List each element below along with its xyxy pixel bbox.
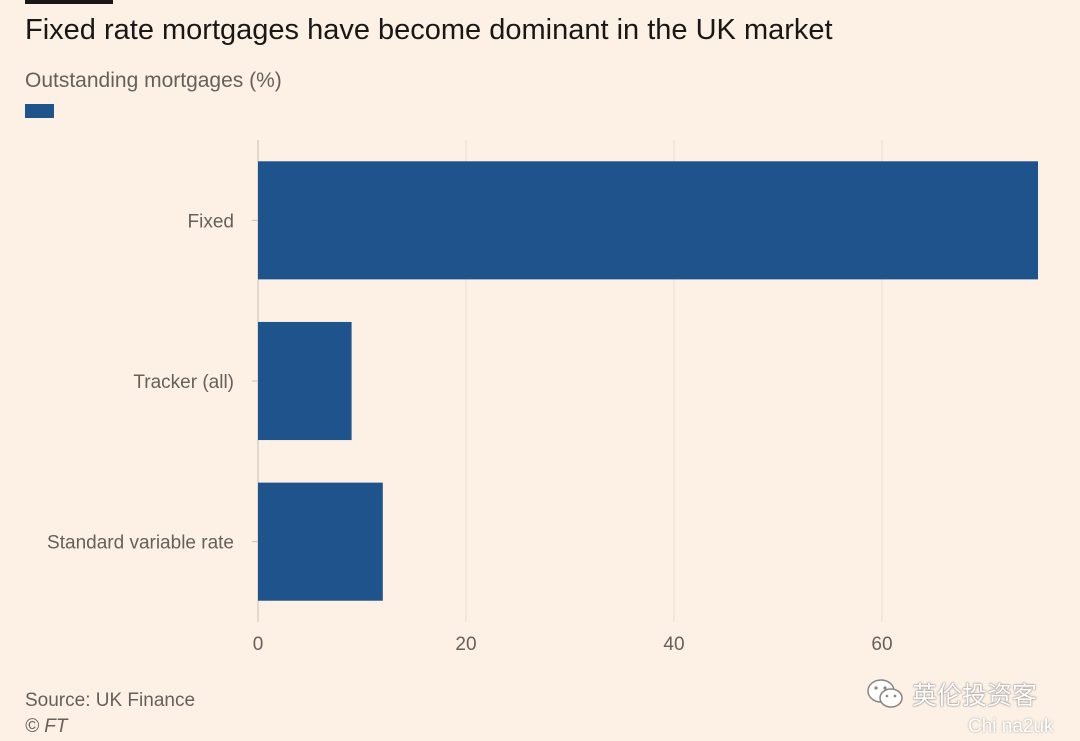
category-label: Tracker (all) (133, 372, 234, 393)
watermark-name: 英伦投资客 (912, 682, 1038, 710)
chart-subtitle: Outstanding mortgages (%) (25, 69, 282, 92)
source-note: Source: UK Finance (25, 690, 196, 711)
category-label: Fixed (188, 211, 234, 232)
watermark: 英伦投资客 (866, 677, 1037, 711)
x-tick-label: 40 (663, 634, 684, 655)
x-tick-label: 20 (455, 634, 476, 655)
category-label: Standard variable rate (47, 533, 234, 554)
bar (258, 482, 383, 601)
x-tick-label: 60 (871, 634, 892, 655)
watermark-url: Chi na2uk (968, 716, 1054, 737)
copyright-note: © FT (25, 716, 68, 737)
header-rule (25, 0, 113, 4)
x-tick-label: 0 (253, 634, 264, 655)
legend-swatch (25, 104, 54, 118)
bar (258, 321, 352, 441)
wechat-icon (867, 679, 903, 708)
bar-chart: 0 20 40 60 Fixed Tracker (all) Standard variab… (47, 140, 1038, 655)
chart-title: Fixed rate mortgages have become dominan… (25, 14, 833, 46)
bar (258, 161, 1038, 280)
